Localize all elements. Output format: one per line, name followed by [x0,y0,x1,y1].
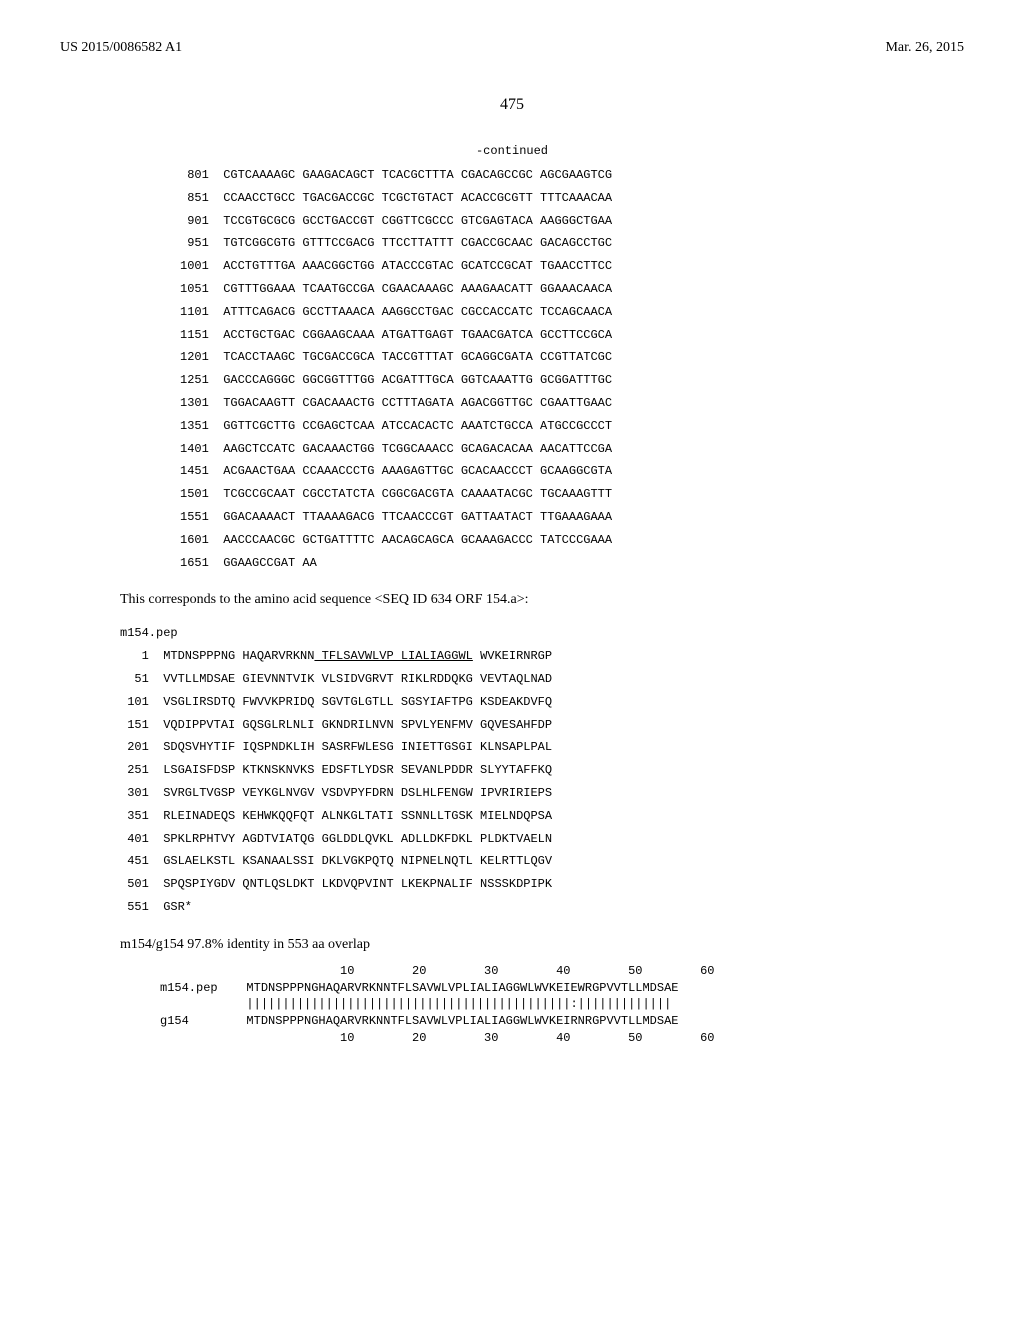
doc-date: Mar. 26, 2015 [885,40,964,56]
doc-number: US 2015/0086582 A1 [60,40,182,56]
alignment-block: 10 20 30 40 50 60 m154.pep MTDNSPPPNGHAQ… [160,963,964,1047]
body-text: This corresponds to the amino acid seque… [120,592,560,608]
continued-label: -continued [60,144,964,158]
page-number: 475 [60,96,964,114]
pep-sequence-block: m154.pep 1 MTDNSPPPNG HAQARVRKNN TFLSAVW… [120,622,964,918]
page-header: US 2015/0086582 A1 Mar. 26, 2015 [60,40,964,56]
identity-line: m154/g154 97.8% identity in 553 aa overl… [120,937,964,953]
dna-sequence-block: 801 CGTCAAAAGC GAAGACAGCT TCACGCTTTA CGA… [180,164,964,574]
